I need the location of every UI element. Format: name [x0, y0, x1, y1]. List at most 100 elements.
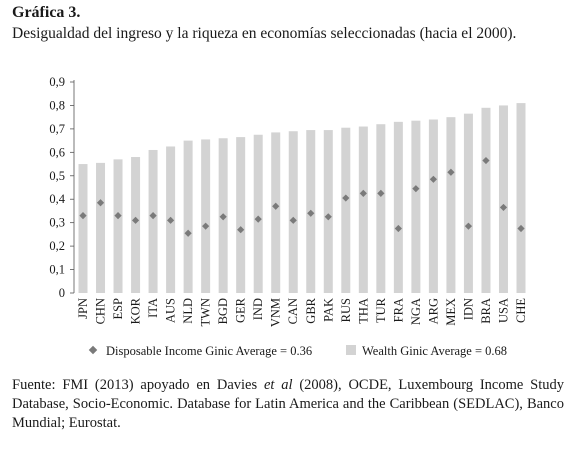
x-axis: JPN CHN ESP KOR ITA AUS NLD TWN BGD GER IND VNM CAN G…: [76, 297, 528, 327]
bar: [341, 127, 351, 293]
marker-point: [149, 212, 157, 220]
marker-point: [96, 199, 105, 207]
x-tick-label: CAN: [286, 298, 300, 324]
bar: [201, 139, 211, 293]
marker-point: [289, 216, 297, 224]
bar: [463, 113, 473, 294]
bar: [393, 121, 403, 293]
marker-point: [167, 216, 175, 224]
x-tick-label: TWN: [199, 298, 213, 326]
marker-point: [429, 175, 437, 183]
y-tick-label: 0,5: [49, 169, 65, 183]
marker-point: [184, 229, 192, 237]
bar: [271, 132, 281, 293]
source-prefix: Fuente: FMI (2013) apoyado en Davies: [12, 377, 264, 393]
x-tick-label: MEX: [444, 298, 458, 326]
marker-point: [377, 189, 385, 197]
marker-point: [114, 212, 122, 220]
bar: [376, 124, 386, 293]
marker-point: [324, 213, 332, 221]
x-tick-label: CHN: [94, 298, 108, 324]
figure-subtitle: Desigualdad del ingreso y la riqueza en …: [12, 25, 517, 42]
marker-point: [272, 202, 280, 210]
marker-series: [79, 156, 525, 237]
bar-series: [78, 103, 526, 294]
source-italic: et al: [263, 377, 293, 393]
bar: [113, 159, 123, 293]
bar: [253, 134, 263, 293]
x-tick-label: IND: [251, 298, 265, 320]
legend: Disposable Income Ginic Average = 0.36 W…: [88, 344, 507, 358]
bar: [288, 131, 298, 293]
bar: [236, 137, 246, 293]
x-tick-label: JPN: [76, 298, 90, 319]
marker-point: [202, 222, 210, 230]
chart: 0 0,1 0,2 0,3 0,4 0,5 0,6 0,7 0,8 0,9 JPN CHN ESP KO…: [49, 75, 528, 358]
legend-bar-label: Wealth Ginic Average = 0.68: [362, 344, 507, 358]
y-tick-label: 0,7: [49, 122, 65, 136]
y-tick-label: 0,1: [49, 263, 65, 277]
x-tick-label: THA: [356, 298, 370, 324]
y-tick-label: 0,8: [49, 98, 65, 112]
x-tick-label: ESP: [111, 298, 125, 320]
bar: [323, 130, 333, 293]
marker-point: [447, 168, 455, 176]
marker-point: [499, 203, 508, 212]
x-tick-label: RUS: [339, 298, 353, 322]
x-tick-label: BGD: [216, 298, 230, 324]
x-tick-label: USA: [496, 298, 510, 323]
bar: [411, 120, 421, 293]
y-tick-label: 0,6: [49, 145, 65, 159]
x-tick-label: GBR: [304, 297, 318, 323]
y-tick-label: 0,2: [49, 239, 65, 253]
marker-point: [219, 213, 227, 221]
bar: [96, 162, 106, 293]
bar: [183, 140, 193, 293]
legend-marker-label: Disposable Income Ginic Average = 0.36: [106, 344, 312, 358]
x-tick-label: ITA: [146, 298, 160, 318]
y-tick-label: 0,9: [49, 75, 65, 89]
bar: [481, 107, 491, 294]
figure-title: Gráfica 3.: [12, 4, 81, 21]
marker-point: [79, 212, 87, 220]
y-axis: 0 0,1 0,2 0,3 0,4 0,5 0,6 0,7 0,8 0,9: [49, 75, 75, 300]
x-tick-label: TUR: [374, 297, 388, 323]
bar: [498, 105, 508, 293]
y-tick-label: 0,3: [49, 216, 65, 230]
bar: [131, 157, 141, 293]
marker-point: [464, 222, 473, 230]
bar: [428, 119, 438, 293]
legend-bar-swatch: [346, 345, 356, 355]
bar: [78, 164, 88, 293]
x-tick-label: BRA: [479, 298, 493, 324]
x-tick-label: FRA: [391, 298, 405, 322]
marker-point: [237, 226, 245, 234]
x-tick-label: NGA: [409, 298, 423, 325]
x-tick-label: VNM: [269, 298, 283, 327]
legend-marker-swatch: [88, 345, 98, 355]
x-tick-label: KOR: [129, 297, 143, 324]
marker-point: [131, 216, 140, 224]
bar: [358, 126, 368, 294]
x-tick-label: PAK: [321, 298, 335, 322]
marker-point: [482, 156, 490, 165]
marker-point: [394, 224, 402, 233]
marker-point: [517, 224, 525, 233]
marker-point: [254, 215, 262, 223]
x-tick-label: IDN: [461, 298, 475, 320]
source-suffix: (2008), OCDE, Luxembourg Income Study Da…: [12, 377, 564, 431]
x-tick-label: NLD: [181, 298, 195, 324]
x-tick-label: ARG: [426, 298, 440, 324]
source-note: Fuente: FMI (2013) apoyado en Davies et …: [12, 376, 564, 433]
x-tick-label: CHE: [514, 298, 528, 323]
x-tick-label: AUS: [164, 298, 178, 323]
marker-point: [412, 185, 420, 193]
y-tick-label: 0,4: [49, 192, 65, 206]
bar: [148, 149, 158, 293]
y-tick-label: 0: [59, 286, 65, 300]
bar: [516, 103, 526, 293]
bar: [446, 117, 456, 294]
marker-point: [359, 189, 367, 197]
x-tick-label: GER: [234, 297, 248, 323]
marker-point: [342, 194, 350, 202]
